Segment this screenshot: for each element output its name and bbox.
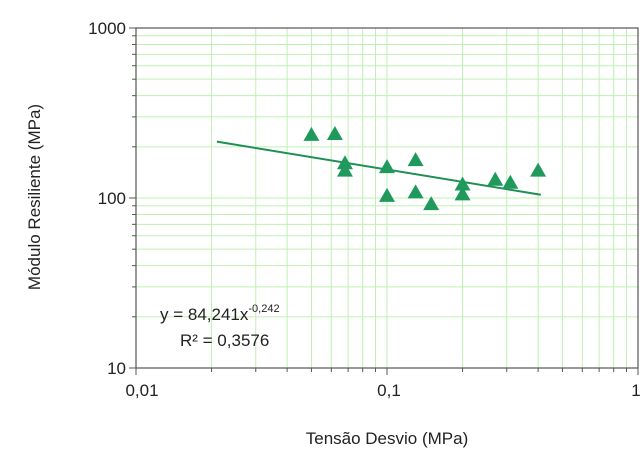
equation-exponent: -0,242 [248,303,279,315]
data-point [423,196,440,211]
data-point [454,186,471,201]
x-tick-label: 1 [631,381,640,400]
x-axis-label: Tensão Desvio (MPa) [306,429,469,448]
x-tick-label: 0,1 [377,381,401,400]
x-tick-label: 0,01 [125,381,158,400]
data-point [326,125,343,140]
data-point [379,159,395,174]
trendline [216,140,541,196]
data-point [379,187,395,202]
data-point [530,162,547,177]
data-point [487,171,504,186]
data-point [407,184,424,199]
data-points [303,125,547,211]
y-axis-label: Módulo Resiliente (MPa) [25,104,44,290]
data-point [336,155,353,170]
y-tick-label: 10 [107,359,126,378]
equation-label: y = 84,241x [160,305,249,324]
data-point [336,162,353,177]
data-point [407,152,424,167]
svg-text:y = 84,241x-0,242: y = 84,241x-0,242 [160,303,280,324]
axis-ticks [129,27,639,375]
data-point [303,126,320,141]
data-point [502,174,519,189]
y-tick-label: 1000 [88,19,126,38]
r-squared-label: R² = 0,3576 [180,331,269,350]
data-point [454,176,471,191]
trendline-equation: y = 84,241x-0,242 R² = 0,3576 [160,303,280,350]
grid [135,27,639,369]
y-tick-label: 100 [98,189,126,208]
